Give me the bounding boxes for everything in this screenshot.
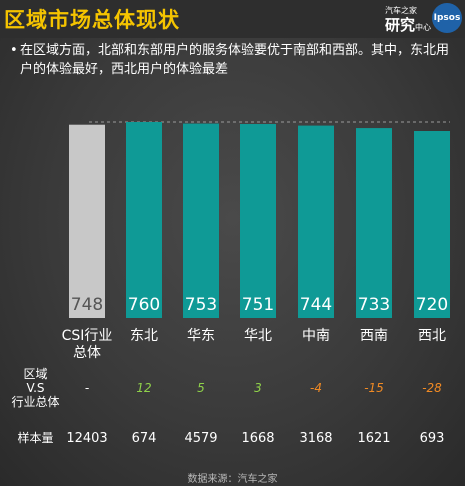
sample-cell: 1668 [241, 431, 275, 446]
bar-value-label: 751 [242, 295, 274, 315]
header-bar: 区域市场总体现状 汽车之家 研究中心 Ipsos [0, 0, 465, 38]
bar-benchmark [69, 124, 105, 318]
bar-region [298, 125, 334, 318]
bar-value-label: 760 [128, 295, 160, 315]
diff-row-label-line: 区域 [23, 367, 48, 381]
diff-cell: -28 [422, 381, 442, 395]
category-label: 华北 [244, 328, 272, 344]
diff-cell: 12 [136, 381, 152, 395]
sample-cell: 4579 [184, 431, 218, 446]
bar-region [240, 124, 276, 319]
category-label: 西北 [418, 328, 446, 344]
bar-region [414, 131, 450, 318]
summary-text: 在区域方面，北部和东部用户的服务体验要优于南部和西部。其中，东北用户的体验最好，… [20, 43, 450, 77]
diff-row-label-line: 行业总体 [11, 395, 60, 409]
category-label: 中南 [302, 328, 330, 344]
diff-row-label: 区域 V.S 行业总体 [8, 367, 63, 409]
data-source: 数据来源：汽车之家 [187, 474, 278, 485]
logo-text-line2: 研究中心 [385, 14, 431, 35]
category-label: 华东 [187, 328, 215, 344]
bar-region [356, 128, 392, 318]
category-label: 西南 [360, 328, 388, 344]
bar-region [126, 122, 162, 318]
logo-text-line1: 汽车之家 [385, 6, 417, 15]
page-title: 区域市场总体现状 [4, 8, 180, 32]
sample-cell: 12403 [66, 431, 108, 446]
diff-cell: 3 [254, 381, 262, 395]
sample-cell: 693 [419, 431, 445, 446]
research-center-logo: 汽车之家 研究中心 Ipsos [385, 2, 465, 34]
sample-cell: 1621 [357, 431, 391, 446]
category-label: CSI行业 [62, 328, 113, 344]
diff-cell: - [84, 381, 90, 395]
bar-value-label: 744 [300, 295, 332, 315]
logo-text-sub: 中心 [415, 23, 432, 32]
diff-cell: -4 [310, 381, 322, 395]
category-label: 东北 [130, 328, 158, 344]
bar-value-label: 733 [358, 295, 390, 315]
sample-cell: 674 [131, 431, 157, 446]
bar-value-label: 753 [185, 295, 217, 315]
bar-value-label: 748 [71, 295, 103, 315]
diff-cell: -15 [364, 381, 384, 395]
diff-cell: 5 [197, 381, 205, 395]
sample-cell: 3168 [299, 431, 333, 446]
bullet-dot: • [10, 43, 18, 58]
logo-text-main: 研究 [385, 16, 416, 34]
bar-value-label: 720 [416, 295, 448, 315]
bar-region [183, 123, 219, 318]
sample-row-label: 样本量 [17, 431, 54, 445]
diff-row-label-line: V.S [26, 381, 45, 395]
ipsos-logo: Ipsos [432, 3, 462, 33]
category-label: 总体 [73, 345, 101, 361]
